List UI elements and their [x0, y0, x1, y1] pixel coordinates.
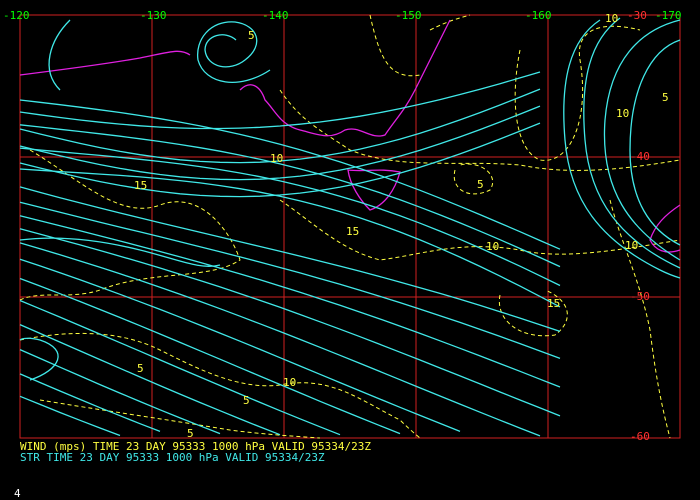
- streamline: [197, 21, 271, 83]
- isotachs: [19, 14, 681, 439]
- streamline: [19, 71, 541, 130]
- longitude-label: -160: [525, 9, 552, 22]
- contour-label: 10: [270, 152, 283, 165]
- streamline: [19, 395, 121, 437]
- contour-label: 10: [616, 107, 629, 120]
- isotach: [279, 89, 681, 171]
- streamline: [19, 122, 541, 198]
- text-layer: -120 -130 -140 -150 -160 -170 -30 -40 -5…: [3, 9, 682, 500]
- contour-label: 10: [605, 12, 618, 25]
- streamline: [603, 19, 681, 261]
- contour-label: 15: [547, 297, 560, 310]
- streamline: [19, 215, 561, 388]
- caption: STR TIME 23 DAY 95333 1000 hPa VALID 953…: [20, 451, 325, 464]
- longitude-label: -140: [262, 9, 289, 22]
- contour-label: 5: [137, 362, 144, 375]
- streamline: [19, 277, 401, 435]
- latitude-label: -30: [627, 9, 647, 22]
- frame: [19, 14, 681, 439]
- isotach: [609, 199, 671, 439]
- isotach: [514, 25, 641, 161]
- contour-label: 10: [625, 239, 638, 252]
- contour-label: 5: [477, 178, 484, 191]
- latitude-label: -60: [630, 430, 650, 443]
- streamline: [19, 88, 541, 164]
- contour-label: 5: [662, 91, 669, 104]
- isotach: [369, 14, 471, 77]
- page-number: 4: [14, 487, 21, 500]
- streamlines: [19, 17, 681, 437]
- streamline: [19, 228, 561, 417]
- isotach: [19, 149, 241, 301]
- longitude-label: -150: [395, 9, 422, 22]
- streamline: [19, 201, 561, 360]
- streamline: [19, 105, 541, 181]
- streamline: [19, 242, 541, 437]
- contour-label: 10: [283, 376, 296, 389]
- streamline: [19, 124, 561, 268]
- grid: [19, 14, 681, 439]
- streamline: [19, 168, 561, 308]
- contour-label: 5: [187, 427, 194, 440]
- streamline: [19, 324, 281, 436]
- streamline: [629, 39, 681, 246]
- streamline: [19, 349, 221, 435]
- contour-label: 10: [486, 240, 499, 253]
- longitude-label: -120: [3, 9, 30, 22]
- contour-label: 5: [243, 394, 250, 407]
- contour-label: 15: [134, 179, 147, 192]
- latitude-label: -50: [630, 290, 650, 303]
- contour-label: 15: [346, 225, 359, 238]
- isotach: [39, 399, 321, 439]
- streamline: [563, 19, 681, 279]
- longitude-label: -170: [655, 9, 682, 22]
- streamline: [19, 337, 59, 381]
- caption: WIND (mps) TIME 23 DAY 95333 1000 hPa VA…: [20, 440, 371, 453]
- isotach: [279, 199, 681, 261]
- streamline: [19, 186, 561, 333]
- streamline: [19, 373, 161, 433]
- isotach: [498, 289, 568, 337]
- streamline: [19, 99, 561, 250]
- isotach: [453, 163, 493, 195]
- streamline: [583, 17, 681, 269]
- streamline: [19, 258, 461, 433]
- streamline: [48, 19, 71, 91]
- streamline: [19, 147, 561, 287]
- longitude-label: -130: [140, 9, 167, 22]
- isotach: [19, 332, 421, 439]
- contour-label: 5: [248, 29, 255, 42]
- streamline: [19, 299, 341, 436]
- latitude-label: -40: [630, 150, 650, 163]
